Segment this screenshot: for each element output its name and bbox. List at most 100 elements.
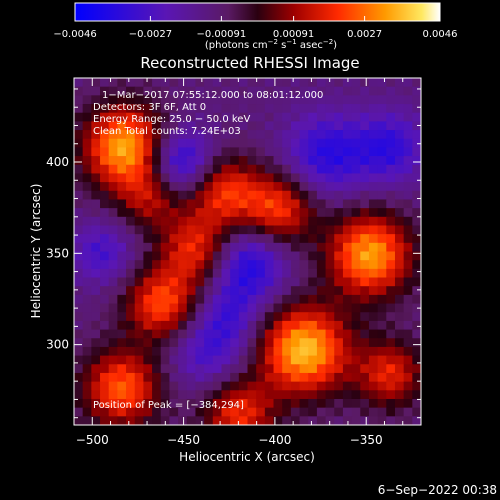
heatmap-pixel — [368, 156, 379, 166]
heatmap-pixel — [256, 112, 266, 122]
heatmap-pixel — [108, 364, 118, 374]
heatmap-pixel — [282, 199, 292, 209]
heatmap-image — [74, 78, 422, 426]
heatmap-pixel — [316, 156, 326, 166]
heatmap-pixel — [178, 173, 188, 183]
heatmap-pixel — [377, 303, 387, 313]
heatmap-pixel — [82, 407, 92, 417]
heatmap-pixel — [334, 156, 344, 166]
heatmap-pixel — [117, 208, 127, 218]
heatmap-pixel — [212, 95, 222, 105]
heatmap-pixel — [74, 260, 84, 270]
heatmap-pixel — [204, 138, 214, 148]
heatmap-pixel — [247, 312, 257, 322]
heatmap-pixel — [143, 95, 153, 105]
heatmap-pixel — [195, 260, 205, 270]
heatmap-pixel — [334, 286, 344, 296]
heatmap-pixel — [368, 147, 379, 157]
heatmap-pixel — [108, 277, 118, 287]
heatmap-pixel — [412, 216, 422, 226]
heatmap-pixel — [290, 268, 300, 278]
heatmap-pixel — [290, 78, 300, 88]
heatmap-pixel — [178, 320, 188, 330]
heatmap-pixel — [256, 303, 266, 313]
heatmap-pixel — [74, 216, 84, 226]
heatmap-pixel — [360, 338, 370, 348]
heatmap-pixel — [299, 147, 309, 157]
heatmap-pixel — [256, 364, 266, 374]
heatmap-pixel — [412, 164, 422, 174]
heatmap-pixel — [160, 156, 170, 166]
heatmap-pixel — [368, 86, 379, 96]
heatmap-pixel — [117, 416, 127, 426]
heatmap-pixel — [230, 372, 240, 383]
heatmap-pixel — [368, 303, 379, 313]
heatmap-pixel — [169, 320, 179, 330]
heatmap-pixel — [273, 364, 283, 374]
heatmap-pixel — [117, 381, 127, 391]
heatmap-pixel — [403, 95, 413, 105]
heatmap-pixel — [143, 320, 153, 330]
heatmap-pixel — [117, 121, 127, 131]
heatmap-pixel — [152, 346, 162, 357]
heatmap-pixel — [282, 268, 292, 278]
heatmap-pixel — [256, 121, 266, 131]
heatmap-pixel — [342, 390, 353, 400]
heatmap-pixel — [117, 364, 127, 374]
heatmap-pixel — [247, 303, 257, 313]
heatmap-pixel — [290, 199, 300, 209]
heatmap-pixel — [264, 320, 274, 330]
heatmap-pixel — [221, 329, 231, 339]
heatmap-pixel — [299, 338, 309, 348]
heatmap-pixel — [351, 372, 361, 383]
heatmap-pixel — [308, 416, 318, 426]
heatmap-pixel — [74, 294, 84, 304]
heatmap-pixel — [334, 95, 344, 105]
heatmap-pixel — [360, 286, 370, 296]
heatmap-pixel — [143, 216, 153, 226]
heatmap-pixel — [290, 390, 300, 400]
heatmap-pixel — [394, 216, 405, 226]
heatmap-pixel — [342, 416, 353, 426]
heatmap-pixel — [230, 138, 240, 148]
heatmap-pixel — [152, 164, 162, 174]
heatmap-pixel — [412, 156, 422, 166]
heatmap-pixel — [360, 164, 370, 174]
heatmap-pixel — [256, 312, 266, 322]
heatmap-pixel — [238, 329, 248, 339]
heatmap-pixel — [230, 86, 240, 96]
heatmap-pixel — [377, 234, 387, 244]
heatmap-pixel — [212, 251, 222, 261]
colorbar-tick-label: −0.0027 — [129, 29, 172, 40]
heatmap-pixel — [273, 320, 283, 330]
heatmap-pixel — [282, 182, 292, 192]
heatmap-pixel — [360, 355, 370, 365]
heatmap-pixel — [377, 294, 387, 304]
heatmap-pixel — [230, 294, 240, 304]
heatmap-pixel — [403, 381, 413, 391]
heatmap-pixel — [100, 173, 110, 183]
heatmap-pixel — [91, 364, 101, 374]
heatmap-pixel — [152, 407, 162, 417]
heatmap-pixel — [299, 173, 309, 183]
heatmap-pixel — [143, 234, 153, 244]
heatmap-pixel — [212, 355, 222, 365]
heatmap-pixel — [82, 346, 92, 357]
heatmap-pixel — [273, 225, 283, 235]
heatmap-pixel — [342, 346, 353, 357]
heatmap-pixel — [82, 277, 92, 287]
heatmap-pixel — [316, 338, 326, 348]
heatmap-pixel — [247, 277, 257, 287]
heatmap-pixel — [394, 104, 405, 114]
heatmap-pixel — [282, 104, 292, 114]
heatmap-pixel — [134, 182, 144, 192]
heatmap-pixel — [100, 130, 110, 140]
heatmap-pixel — [82, 199, 92, 209]
heatmap-pixel — [117, 355, 127, 365]
heatmap-pixel — [212, 208, 222, 218]
heatmap-pixel — [273, 312, 283, 322]
heatmap-pixel — [152, 234, 162, 244]
heatmap-pixel — [143, 338, 153, 348]
heatmap-pixel — [126, 112, 136, 122]
heatmap-pixel — [143, 329, 153, 339]
